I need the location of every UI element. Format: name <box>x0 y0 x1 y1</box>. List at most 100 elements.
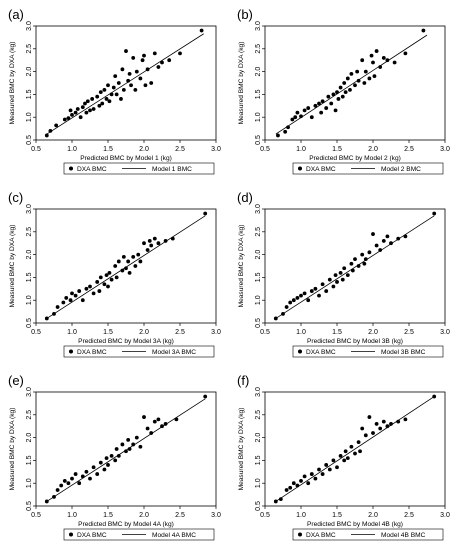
data-point <box>84 110 89 115</box>
data-point <box>95 280 100 284</box>
data-point <box>70 113 74 117</box>
data-point <box>106 284 110 289</box>
data-point <box>356 78 361 83</box>
data-point <box>70 291 74 296</box>
data-point <box>80 105 85 110</box>
data-point <box>403 51 408 56</box>
data-point <box>116 81 121 85</box>
data-point <box>178 51 182 56</box>
data-point <box>374 243 379 248</box>
chart-panel: (d) 0.5 1.0 1.5 2.0 2.5 3.0 0.5 1.0 1.5 2.0 2.5 3.0 P… <box>229 183 458 366</box>
data-point <box>363 433 368 438</box>
data-point <box>61 300 66 305</box>
data-point <box>133 264 138 268</box>
data-point <box>55 305 60 309</box>
data-point <box>106 463 110 467</box>
data-point <box>367 76 372 81</box>
x-tick-label: 0.5 <box>31 329 41 336</box>
data-point <box>290 117 295 122</box>
data-point <box>80 474 85 479</box>
x-tick-label: 1.0 <box>67 329 77 336</box>
data-point <box>327 277 332 282</box>
data-point <box>44 316 49 321</box>
data-point <box>378 65 383 69</box>
data-point <box>156 241 161 246</box>
data-point <box>350 268 355 273</box>
data-point <box>70 476 74 481</box>
data-point <box>353 257 357 262</box>
data-point <box>111 85 116 90</box>
x-tick-label: 0.5 <box>260 146 270 153</box>
x-tick-label: 3.0 <box>211 146 221 153</box>
y-tick-label: 2.0 <box>255 67 262 77</box>
data-point <box>284 488 289 492</box>
data-point <box>52 494 56 499</box>
data-point <box>295 296 300 300</box>
data-point <box>389 422 393 426</box>
data-point <box>356 440 361 445</box>
scatter-chart: (d) 0.5 1.0 1.5 2.0 2.5 3.0 0.5 1.0 1.5 2.0 2.5 3.0 P… <box>237 190 450 358</box>
y-axis-label: Measured BMC by DXA (kg) <box>238 42 245 125</box>
data-point <box>142 415 146 419</box>
data-point <box>97 103 102 108</box>
data-point <box>385 234 390 239</box>
data-point <box>203 211 208 216</box>
data-point <box>167 58 172 63</box>
data-point <box>152 51 157 56</box>
data-point <box>145 426 150 431</box>
x-axis-label: Predicted BMC by Model 1 (kg) <box>80 155 172 162</box>
data-point <box>100 101 105 106</box>
x-tick-label: 3.0 <box>440 329 450 336</box>
data-point <box>291 481 296 486</box>
data-point <box>317 467 321 472</box>
y-tick-label: 2.5 <box>26 410 33 420</box>
x-axis-label: Predicted BMC by Model 4B (kg) <box>307 521 403 528</box>
panel-label: (e) <box>8 373 24 388</box>
data-point <box>353 83 357 88</box>
y-tick-label: 2.0 <box>26 433 33 443</box>
x-tick-label: 1.0 <box>67 146 77 153</box>
x-tick-label: 2.5 <box>404 512 414 519</box>
data-point <box>114 92 119 97</box>
data-point <box>288 300 293 305</box>
x-axis-label: Predicted BMC by Model 3B (kg) <box>307 338 403 345</box>
data-point <box>90 97 95 101</box>
chart-panel: (b) 0.5 1.0 1.5 2.0 2.5 3.0 0.5 1.0 1.5 2.0 2.5 3.0 P… <box>229 0 458 183</box>
scatter-chart: (b) 0.5 1.0 1.5 2.0 2.5 3.0 0.5 1.0 1.5 2.0 2.5 3.0 P… <box>237 7 450 175</box>
data-point <box>309 289 314 293</box>
data-point <box>163 422 168 426</box>
data-point <box>131 442 136 447</box>
x-tick-label: 2.5 <box>175 512 185 519</box>
scatter-chart: (a) 0.5 1.0 1.5 2.0 2.5 3.0 0.5 1.0 1.5 2.0 2.5 3.0 P… <box>8 7 221 175</box>
y-tick-label: 2.5 <box>255 227 262 237</box>
legend-marker-dot <box>69 349 73 354</box>
data-point <box>340 94 345 99</box>
x-tick-label: 1.5 <box>332 512 342 519</box>
data-point <box>124 49 128 53</box>
data-point <box>73 472 78 476</box>
data-point <box>131 254 136 259</box>
y-axis-label: Measured BMC by DXA (kg) <box>238 225 245 308</box>
legend-label-dxa: DXA BMC <box>306 532 336 539</box>
data-point <box>353 451 357 456</box>
legend-label-model: Model 3B BMC <box>381 349 426 356</box>
plot-area <box>264 391 446 507</box>
data-point <box>98 90 103 95</box>
data-point <box>77 289 82 293</box>
data-point <box>374 422 379 426</box>
data-point <box>174 417 179 422</box>
x-tick-label: 2.0 <box>139 146 149 153</box>
x-tick-label: 2.0 <box>368 146 378 153</box>
data-point <box>88 108 92 113</box>
data-point <box>84 469 89 474</box>
data-point <box>324 463 329 467</box>
data-point <box>170 236 175 241</box>
data-point <box>335 465 339 470</box>
data-point <box>68 298 73 303</box>
data-point <box>143 83 148 88</box>
data-point <box>120 67 125 72</box>
data-point <box>113 458 118 463</box>
data-point <box>302 291 307 296</box>
x-tick-label: 0.5 <box>260 329 270 336</box>
data-point <box>109 453 114 458</box>
